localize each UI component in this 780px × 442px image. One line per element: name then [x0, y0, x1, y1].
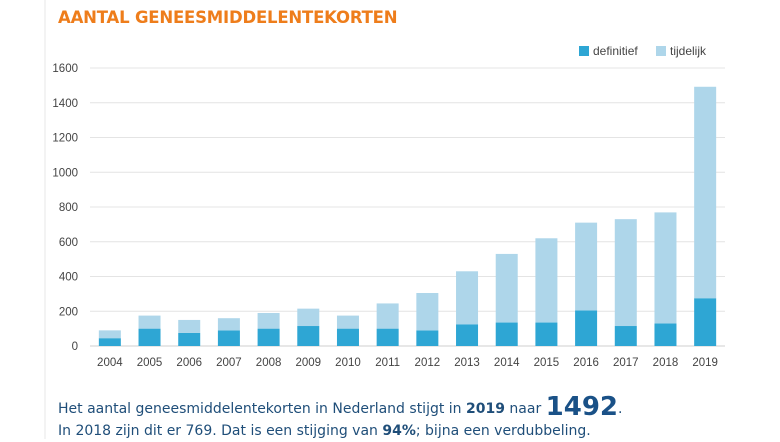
bars — [98, 86, 717, 346]
y-tick-labels: 0 200 400 600 800 1000 1200 1400 1600 — [52, 63, 78, 353]
x-tick-label: 2008 — [256, 357, 282, 369]
y-tick-label: 1200 — [52, 133, 78, 145]
x-tick-label: 2010 — [335, 357, 361, 369]
caption-line1-year: 2019 — [466, 401, 505, 417]
y-tick-label: 200 — [59, 306, 78, 318]
x-tick-label: 2004 — [97, 357, 123, 369]
bar-definitief-2004 — [98, 338, 121, 346]
x-tick-label: 2015 — [534, 357, 560, 369]
bar-definitief-2016 — [575, 310, 598, 346]
bar-definitief-2010 — [336, 328, 359, 346]
bar-tijdelijk-2007 — [217, 318, 240, 331]
bar-definitief-2011 — [376, 328, 399, 346]
x-tick-label: 2011 — [375, 357, 400, 369]
x-tick-label: 2017 — [613, 357, 639, 369]
bar-definitief-2018 — [654, 323, 677, 346]
x-tick-label: 2006 — [176, 357, 202, 369]
caption-line1-mid: naar — [504, 401, 546, 417]
bar-definitief-2006 — [178, 332, 201, 346]
legend-swatch-tijdelijk — [656, 46, 666, 56]
y-tick-label: 600 — [59, 237, 78, 249]
x-tick-label: 2013 — [454, 357, 480, 369]
y-tick-label: 0 — [72, 341, 78, 353]
bar-definitief-2014 — [495, 322, 518, 346]
x-tick-label: 2005 — [137, 357, 163, 369]
bar-tijdelijk-2013 — [456, 271, 479, 325]
bar-definitief-2015 — [535, 322, 558, 346]
bar-tijdelijk-2019 — [694, 86, 717, 299]
bar-tijdelijk-2004 — [98, 330, 121, 339]
bar-definitief-2007 — [217, 330, 240, 346]
x-tick-labels: 2004 2005 2006 2007 2008 2009 2010 2011 2012 2013… — [97, 357, 718, 369]
x-tick-label: 2019 — [692, 357, 718, 369]
bar-definitief-2019 — [694, 298, 717, 346]
bar-tijdelijk-2009 — [297, 308, 320, 327]
bar-tijdelijk-2017 — [614, 219, 637, 327]
caption-line-2: In 2018 zijn dit er 769. Dat is een stij… — [58, 420, 758, 442]
y-tick-label: 1000 — [52, 167, 78, 179]
x-tick-label: 2018 — [653, 357, 679, 369]
caption-line1-pre: Het aantal geneesmiddelentekorten in Ned… — [58, 401, 466, 417]
bar-definitief-2017 — [614, 326, 637, 346]
caption-line2-pre: In 2018 zijn dit er 769. Dat is een stij… — [58, 423, 383, 439]
bar-definitief-2005 — [138, 328, 161, 346]
caption-line1-end: . — [618, 401, 623, 417]
bar-definitief-2008 — [257, 328, 280, 346]
bar-tijdelijk-2014 — [495, 253, 518, 323]
bar-tijdelijk-2015 — [535, 238, 558, 323]
bar-definitief-2012 — [416, 330, 439, 346]
legend-label-tijdelijk: tijdelijk — [670, 44, 707, 58]
y-tick-label: 1600 — [52, 63, 78, 75]
x-tick-label: 2007 — [216, 357, 242, 369]
caption: Het aantal geneesmiddelentekorten in Ned… — [58, 394, 758, 442]
bar-tijdelijk-2016 — [575, 222, 598, 311]
bar-definitief-2009 — [297, 326, 320, 346]
x-tick-label: 2012 — [415, 357, 441, 369]
left-edge-strip — [44, 0, 46, 439]
caption-line2-pct: 94% — [382, 423, 416, 439]
y-tick-label: 400 — [59, 272, 78, 284]
caption-line-1: Het aantal geneesmiddelentekorten in Ned… — [58, 394, 758, 420]
chart-title: AANTAL GENEESMIDDELENTEKORTEN — [58, 8, 398, 27]
bar-tijdelijk-2012 — [416, 293, 439, 331]
legend-swatch-definitief — [579, 46, 589, 56]
x-tick-label: 2009 — [295, 357, 321, 369]
x-tick-label: 2016 — [573, 357, 599, 369]
bar-definitief-2013 — [456, 324, 479, 346]
y-tick-label: 800 — [59, 202, 78, 214]
legend: definitief tijdelijk — [579, 44, 707, 58]
y-tick-label: 1400 — [52, 98, 78, 110]
bar-tijdelijk-2011 — [376, 303, 399, 329]
legend-label-definitief: definitief — [593, 44, 638, 58]
caption-line1-value: 1492 — [545, 392, 619, 422]
caption-line2-end: ; bijna een verdubbeling. — [415, 423, 591, 439]
bar-tijdelijk-2010 — [336, 315, 359, 329]
bar-tijdelijk-2018 — [654, 212, 677, 324]
bar-tijdelijk-2005 — [138, 315, 161, 329]
bar-tijdelijk-2006 — [178, 319, 201, 333]
x-tick-label: 2014 — [494, 357, 520, 369]
bar-tijdelijk-2008 — [257, 312, 280, 329]
